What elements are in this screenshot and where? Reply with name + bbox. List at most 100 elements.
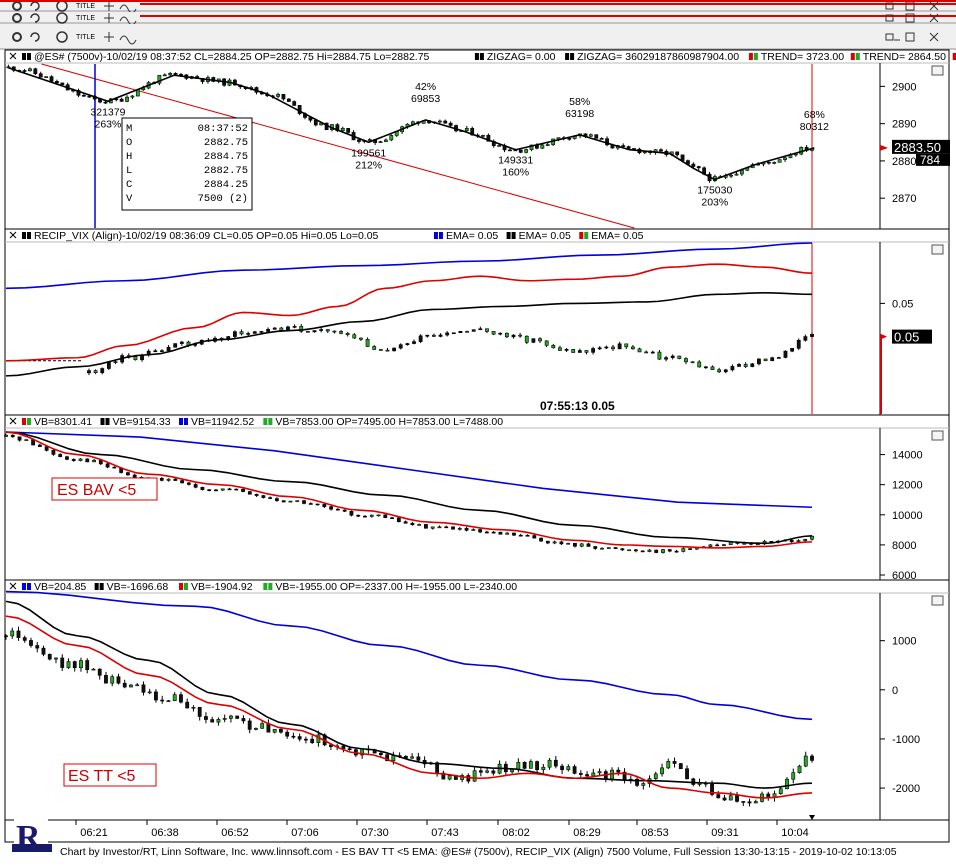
- candle: [141, 681, 146, 696]
- candle-body: [241, 718, 246, 722]
- candle-body: [715, 544, 720, 547]
- restore-icon: [885, 33, 894, 41]
- candle-body: [790, 348, 795, 352]
- candle-body: [179, 341, 184, 344]
- toolbar-row[interactable]: TITLE: [0, 24, 956, 50]
- candle: [312, 330, 317, 333]
- candle: [797, 764, 802, 774]
- candle: [346, 128, 351, 134]
- y-tick-label: 1000: [892, 636, 916, 648]
- candle-body: [259, 331, 264, 333]
- candle-body: [359, 337, 363, 340]
- candle-body: [103, 101, 108, 104]
- candle: [216, 717, 221, 726]
- es-tt-pane[interactable]: VB=204.85 VB=-1696.68 VB=-1904.92 VB=-1955.…: [4, 581, 920, 807]
- candle-body: [524, 335, 529, 343]
- candle-body: [677, 355, 682, 359]
- data-window-key: L: [126, 165, 132, 177]
- candle-body: [734, 173, 739, 176]
- candle: [126, 471, 130, 476]
- candle: [432, 333, 436, 337]
- close-icon: [929, 1, 939, 11]
- pane-maximize-icon: [931, 244, 944, 255]
- candle: [544, 340, 549, 347]
- candle-body: [292, 326, 297, 328]
- candle: [398, 343, 403, 350]
- candle: [92, 458, 96, 463]
- candle: [425, 334, 430, 338]
- candle: [763, 358, 768, 362]
- crosshair-icon: [104, 32, 114, 42]
- candle-body: [332, 330, 337, 333]
- candle: [247, 491, 252, 495]
- y-tick-label: -2000: [892, 783, 920, 795]
- candle: [791, 768, 796, 784]
- legend-swatch: [27, 418, 31, 425]
- candle-body: [551, 344, 556, 349]
- candle-body: [464, 128, 469, 131]
- red-ema-line: [5, 263, 813, 362]
- candle-body: [325, 329, 330, 332]
- candle: [578, 770, 583, 779]
- legend-entry: VB=11942.52: [191, 416, 254, 428]
- candle: [558, 345, 562, 351]
- candle: [44, 76, 49, 78]
- legend-swatch: [105, 418, 110, 425]
- x-tick-label: 07:30: [361, 827, 389, 839]
- candle: [741, 801, 746, 807]
- y-tick-label: 2900: [892, 81, 916, 93]
- candle-body: [384, 139, 388, 142]
- legend-entry: VB=-1955.00 OP=-2337.00 H=-1955.00 L=-23…: [275, 581, 517, 593]
- y-tick-label: 0.05: [892, 298, 913, 310]
- candle: [430, 526, 435, 530]
- swing-annotation: 203%: [701, 197, 728, 209]
- candle: [667, 548, 672, 553]
- data-window-value: 7500 (2): [198, 193, 248, 205]
- candle: [204, 712, 208, 724]
- price-pane[interactable]: @ES# (7500v)-10/02/19 08:37:52 CL=2884.2…: [6, 51, 956, 229]
- investor-rt-logo: R: [12, 818, 52, 856]
- candle: [349, 510, 354, 517]
- candle-body: [504, 332, 509, 338]
- candle-body: [680, 154, 685, 161]
- candle: [378, 140, 383, 143]
- candle-body: [445, 332, 450, 336]
- time-axis: 06:21 06:38 06:52 07:06 07:30 07:43 08:02 08:29…: [4, 815, 950, 843]
- x-tick-label: 10:04: [781, 827, 809, 839]
- candle-body: [200, 486, 205, 490]
- candle: [722, 543, 726, 547]
- candle: [633, 548, 638, 553]
- legend-swatch: [27, 232, 31, 239]
- candle-body: [239, 331, 244, 335]
- candle-body: [684, 358, 688, 363]
- swing-annotation: 42%: [415, 81, 436, 93]
- candle-body: [766, 161, 771, 164]
- candle-body: [594, 134, 599, 139]
- candle: [10, 434, 15, 438]
- candle-body: [791, 772, 796, 780]
- toolbar-row[interactable]: TITLE: [0, 12, 956, 26]
- candle: [524, 335, 529, 345]
- candle: [511, 334, 516, 339]
- candle-body: [778, 788, 783, 795]
- candle: [465, 330, 469, 333]
- legend-entry: VB=204.85: [34, 581, 86, 593]
- candle-body: [633, 549, 638, 552]
- candle-body: [743, 364, 748, 367]
- recip-vix-pane[interactable]: RECIP_VIX (Align)-10/02/19 08:36:09 CL=0…: [5, 230, 932, 414]
- candle: [233, 330, 237, 339]
- candle-body: [558, 347, 562, 351]
- candle-body: [739, 169, 744, 175]
- candle: [65, 455, 69, 461]
- cursor-readout: 07:55:13 0.05: [540, 399, 615, 413]
- candle: [16, 626, 21, 641]
- es-bav-pane[interactable]: VB=8301.41 VB=9154.33 VB=11942.52 VB=7853.0…: [4, 416, 923, 582]
- candle-body: [678, 763, 683, 770]
- candle: [179, 691, 183, 704]
- candle-body: [717, 369, 722, 373]
- candle-body: [441, 772, 446, 780]
- y-tick-label: 6000: [892, 570, 916, 582]
- status-bar: Chart by Investor/RT, Linn Software, Inc…: [57, 843, 956, 866]
- clock-icon: [56, 12, 68, 24]
- toolbar-row[interactable]: TITLE: [0, 0, 956, 14]
